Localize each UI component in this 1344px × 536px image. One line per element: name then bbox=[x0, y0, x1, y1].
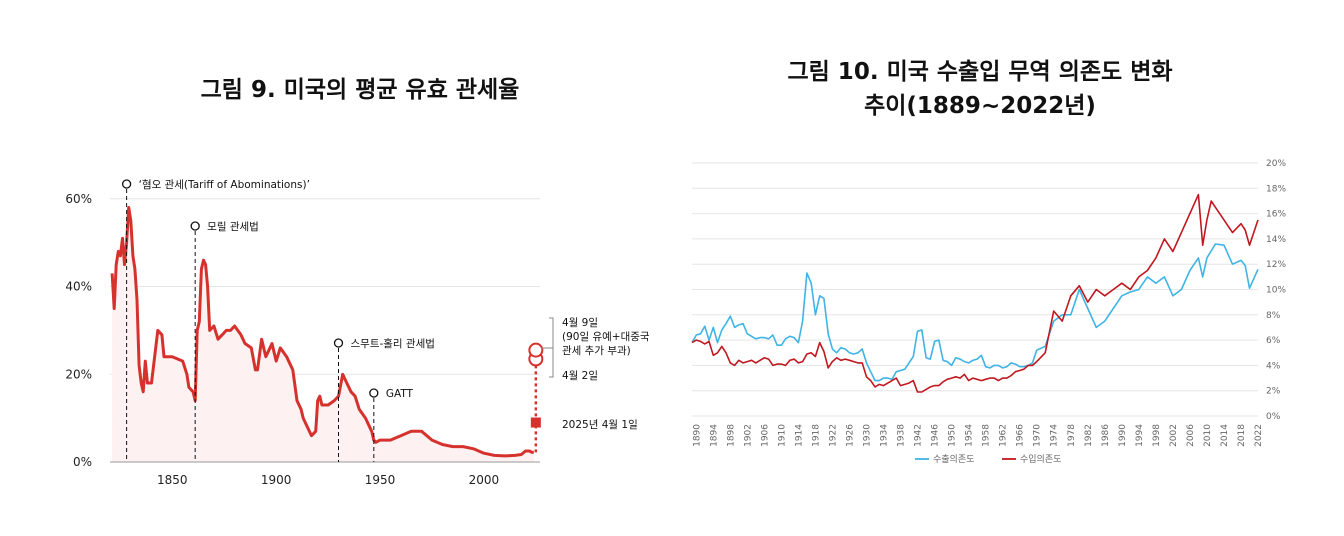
label-apr-9-detail1: (90일 유예+대중국 bbox=[562, 330, 650, 343]
x-tick-label: 1946 bbox=[931, 424, 941, 447]
point-2025-apr-1 bbox=[530, 417, 541, 428]
x-tick-label: 1978 bbox=[1067, 424, 1077, 447]
x-tick-label: 1958 bbox=[982, 424, 992, 447]
y-tick-label: 20% bbox=[1266, 159, 1286, 169]
x-tick-label: 1890 bbox=[692, 424, 702, 447]
x-tick-label: 1910 bbox=[777, 424, 787, 447]
x-tick-label: 2018 bbox=[1237, 424, 1247, 447]
annotation-marker bbox=[369, 388, 379, 398]
x-tick-label: 2010 bbox=[1203, 424, 1213, 447]
x-tick-label: 1970 bbox=[1033, 424, 1043, 447]
x-tick-label: 1994 bbox=[1135, 424, 1145, 447]
right-chart-title-line2: 추이(1889~2022년) bbox=[864, 93, 1096, 119]
y-tick-label: 2% bbox=[1266, 387, 1281, 397]
y-tick-label: 18% bbox=[1266, 184, 1286, 194]
x-tick-label: 2000 bbox=[469, 473, 500, 487]
series-line-import bbox=[691, 193, 1259, 393]
left-chart-title: 그림 9. 미국의 평균 유효 관세율 bbox=[200, 77, 520, 103]
tariff-area bbox=[112, 207, 534, 462]
point-apr-9 bbox=[528, 342, 544, 358]
y-tick-label: 60% bbox=[65, 192, 92, 206]
annotation-label: ‘혐오 관세(Tariff of Abominations)’ bbox=[139, 179, 310, 191]
x-tick-label: 1906 bbox=[760, 424, 770, 447]
tariff-rate-chart: 0% 20% 40% 60% 1850 1900 1950 2000 ‘혐오 관세(Tariff… bbox=[65, 179, 650, 487]
x-tick-label: 1974 bbox=[1050, 424, 1060, 447]
x-tick-label: 1926 bbox=[845, 424, 855, 447]
x-tick-label: 1914 bbox=[794, 424, 804, 447]
x-tick-label: 1902 bbox=[743, 424, 753, 447]
y-tick-label: 4% bbox=[1266, 361, 1281, 371]
y-tick-label: 0% bbox=[1266, 412, 1281, 422]
x-tick-label: 1934 bbox=[880, 424, 890, 447]
x-tick-label: 1998 bbox=[1152, 424, 1162, 447]
y-tick-label: 10% bbox=[1266, 286, 1286, 296]
label-apr-9: 4월 9일 bbox=[562, 316, 598, 329]
tariff-line bbox=[110, 206, 534, 458]
right-chart-title: 그림 10. 미국 수출입 무역 의존도 변화 추이(1889~2022년) bbox=[700, 55, 1260, 123]
y-tick-label: 0% bbox=[73, 455, 92, 469]
annotation-label: 모릴 관세법 bbox=[207, 220, 259, 233]
x-tick-label: 1898 bbox=[726, 424, 736, 447]
x-tick-label: 2002 bbox=[1169, 424, 1179, 447]
x-tick-label: 1990 bbox=[1118, 424, 1128, 447]
y-tick-label: 20% bbox=[65, 367, 92, 381]
y-tick-label: 16% bbox=[1266, 210, 1286, 220]
right-chart-title-line1: 그림 10. 미국 수출입 무역 의존도 변화 bbox=[787, 59, 1173, 85]
x-tick-label: 1966 bbox=[1016, 424, 1026, 447]
x-tick-label: 1954 bbox=[965, 424, 975, 447]
trade-dependency-chart: 0% 2% 4% 6% 8% 10% 12% 14% 16% 18% 20% 1890 1894 1898… bbox=[691, 159, 1286, 465]
x-tick-label: 1922 bbox=[828, 424, 838, 447]
annotation-marker bbox=[333, 338, 344, 348]
annotation-label: GATT bbox=[386, 388, 414, 400]
x-tick-label: 1938 bbox=[897, 424, 907, 447]
label-apr-9-detail2: 관세 추가 부과) bbox=[562, 345, 631, 357]
y-tick-label: 8% bbox=[1266, 311, 1281, 321]
x-tick-label: 1950 bbox=[365, 473, 396, 487]
x-tick-label: 1930 bbox=[862, 424, 872, 447]
x-tick-label: 1982 bbox=[1084, 424, 1094, 447]
annotation-marker bbox=[190, 221, 200, 231]
x-tick-label: 1918 bbox=[811, 424, 821, 447]
y-tick-label: 6% bbox=[1266, 336, 1281, 346]
legend-label: 수출의존도 bbox=[933, 454, 974, 465]
label-2025-apr-1: 2025년 4월 1일 bbox=[562, 418, 638, 431]
x-tick-label: 2006 bbox=[1186, 424, 1196, 447]
annotation-marker bbox=[121, 179, 132, 189]
x-tick-label: 1962 bbox=[999, 424, 1009, 447]
x-tick-label: 1942 bbox=[914, 424, 924, 447]
x-tick-label: 2014 bbox=[1220, 424, 1230, 447]
x-tick-label: 1900 bbox=[261, 473, 292, 487]
x-tick-label: 2022 bbox=[1254, 424, 1264, 447]
label-apr-2: 4월 2일 bbox=[562, 369, 598, 382]
x-tick-label: 1894 bbox=[709, 424, 719, 447]
legend-label: 수입의존도 bbox=[1020, 453, 1061, 465]
series-line-export bbox=[691, 243, 1259, 382]
y-tick-label: 12% bbox=[1266, 260, 1286, 270]
x-tick-label: 1950 bbox=[948, 424, 958, 447]
x-tick-label: 1850 bbox=[157, 473, 188, 487]
annotation-label: 스무트-홀리 관세법 bbox=[351, 337, 435, 350]
y-tick-label: 40% bbox=[65, 280, 92, 294]
y-tick-label: 14% bbox=[1266, 235, 1286, 245]
x-tick-label: 1986 bbox=[1101, 424, 1111, 447]
